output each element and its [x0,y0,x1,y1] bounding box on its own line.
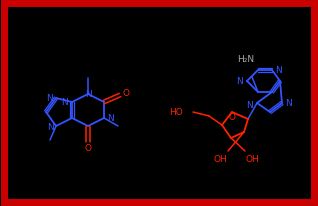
Text: N: N [85,90,91,99]
Text: O: O [229,113,236,122]
Text: N: N [62,98,68,107]
Text: HO: HO [169,108,183,117]
Text: H₂N: H₂N [238,55,255,64]
Text: N: N [47,123,53,132]
Text: N: N [276,66,282,75]
Text: O: O [122,89,129,98]
Text: N: N [45,94,52,103]
Text: N: N [237,77,243,86]
Text: N: N [286,99,292,108]
Text: O: O [85,144,92,153]
Text: OH: OH [213,155,227,164]
Text: OH: OH [245,155,259,164]
Text: N: N [107,114,114,123]
Text: N: N [247,101,253,110]
